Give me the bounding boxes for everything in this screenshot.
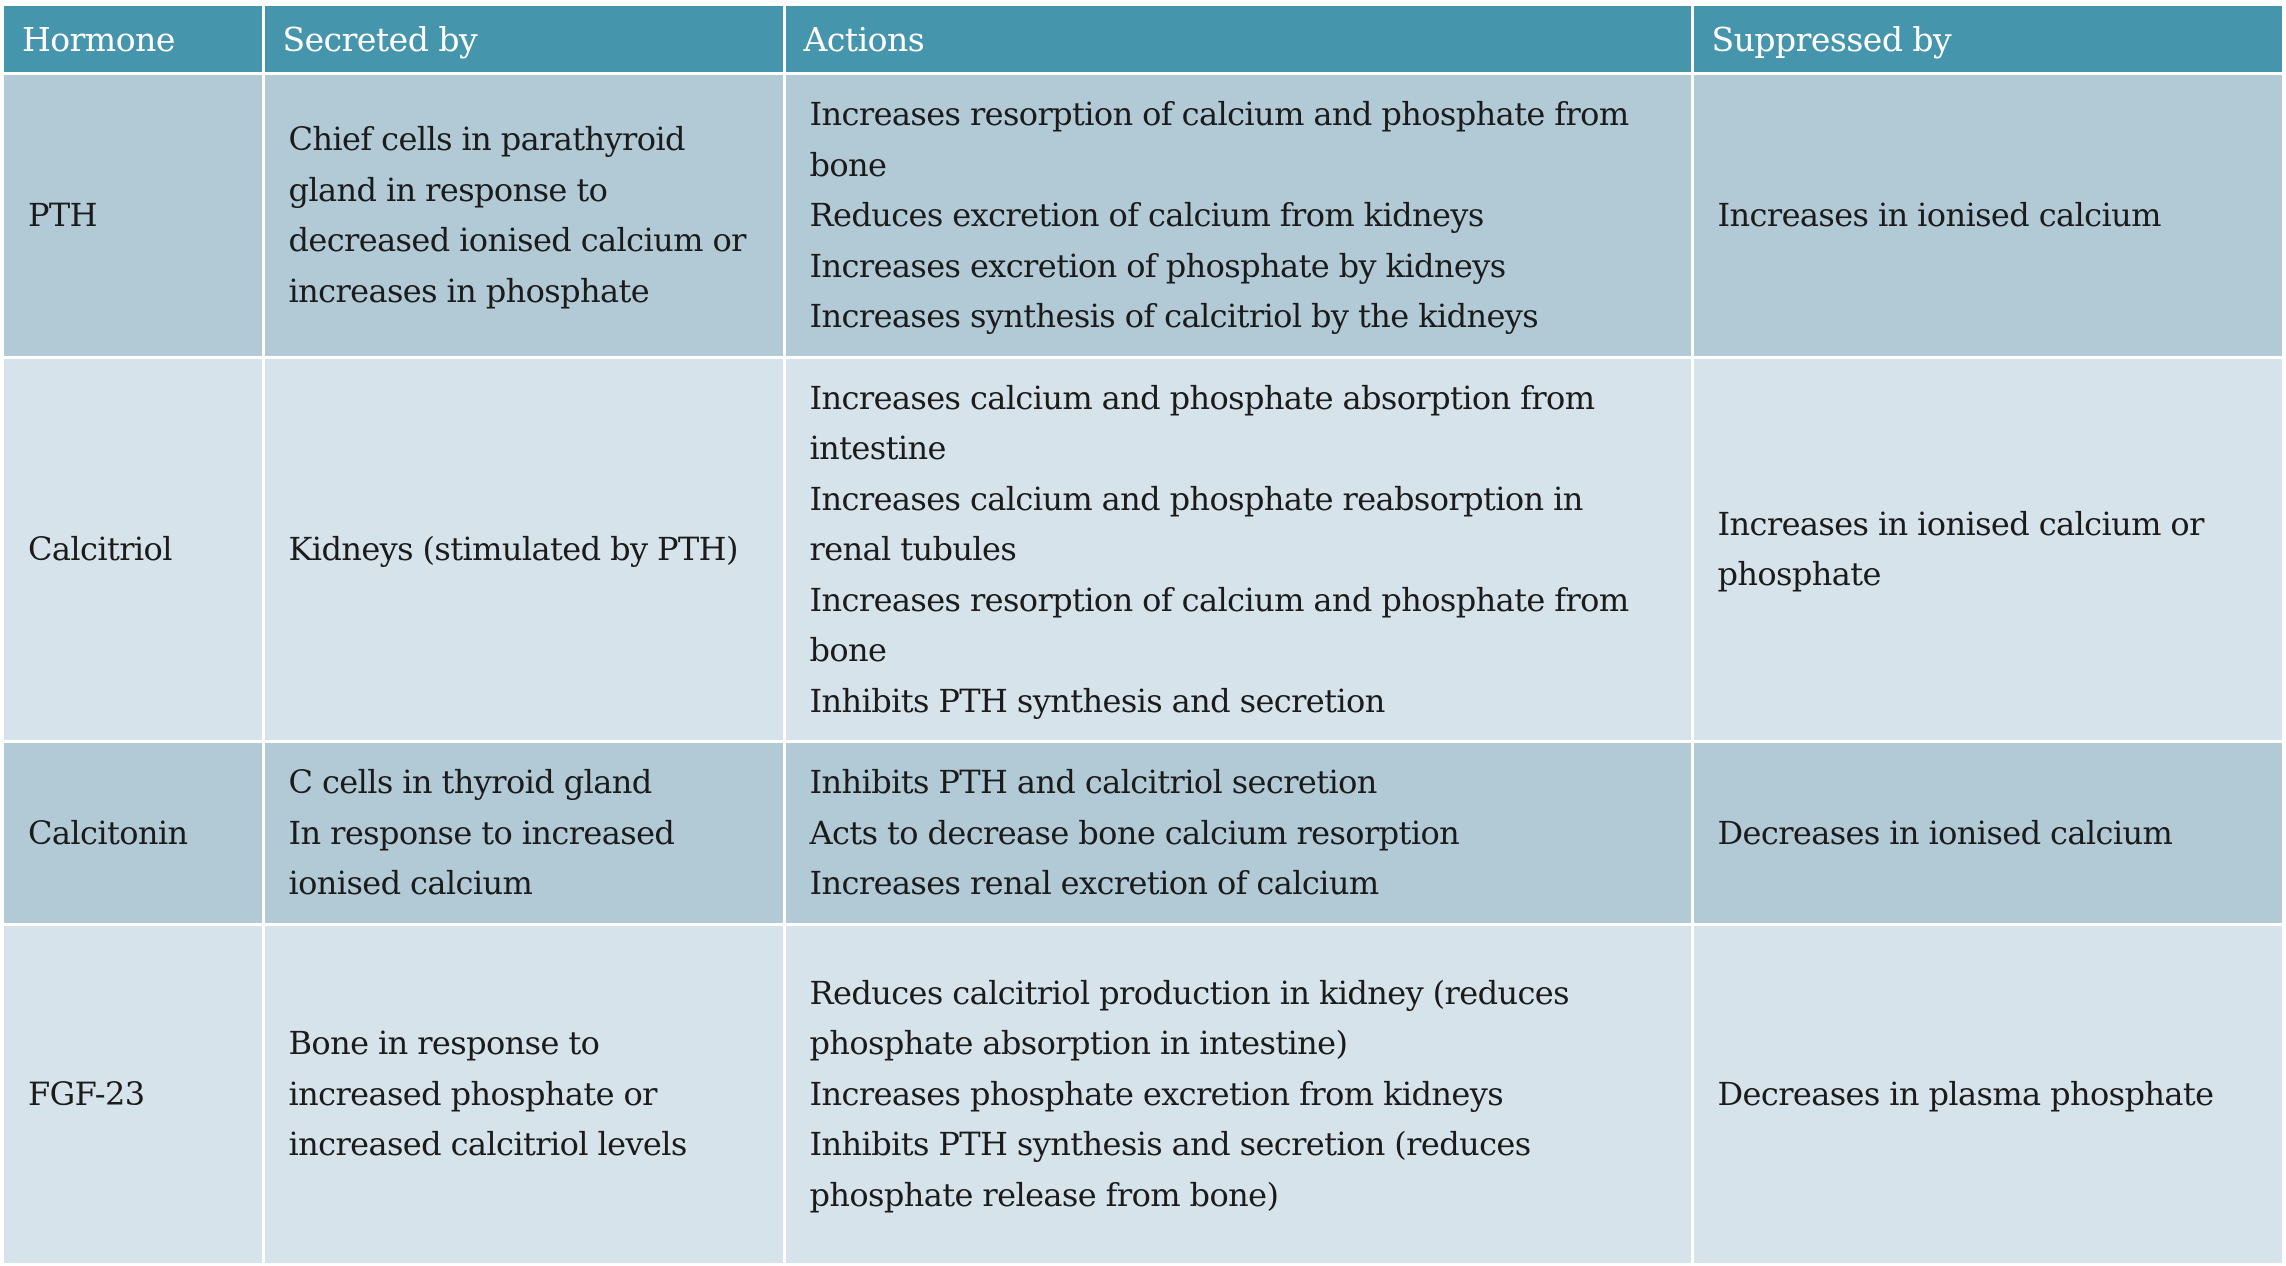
action-line: Increases calcium and phosphate absorpti… xyxy=(809,378,1596,468)
hormone-cell: PTH xyxy=(4,73,265,359)
action-line: Inhibits PTH synthesis and secretion (re… xyxy=(809,1125,1532,1214)
suppressed-by-cell: Increases in ionised calcium xyxy=(1692,73,2282,359)
hormone-table: Hormone Secreted by Actions Suppressed b… xyxy=(4,6,2282,1266)
hormone-cell: Calcitriol xyxy=(4,357,265,743)
secreted-by-line: Bone in response to increased phosphate … xyxy=(288,1024,688,1164)
actions-cell: Reduces calcitriol production in kidney … xyxy=(784,924,1694,1266)
action-line: Increases calcium and phosphate reabsorp… xyxy=(809,479,1584,569)
actions-cell: Inhibits PTH and calcitriol secretion Ac… xyxy=(784,741,1694,926)
action-line: Increases phosphate excretion from kidne… xyxy=(809,1074,1504,1113)
action-line: Inhibits PTH synthesis and secretion xyxy=(809,681,1386,720)
secreted-by-cell: Chief cells in parathyroid gland in resp… xyxy=(263,73,786,359)
hormone-table-container: Hormone Secreted by Actions Suppressed b… xyxy=(4,6,2282,1266)
actions-cell: Increases calcium and phosphate absorpti… xyxy=(784,357,1694,743)
table-row: Calcitonin C cells in thyroid gland In r… xyxy=(4,741,2282,926)
action-line: Acts to decrease bone calcium resorption xyxy=(809,813,1460,852)
header-suppressed-by: Suppressed by xyxy=(1692,6,2282,75)
action-line: Reduces calcitriol production in kidney … xyxy=(809,973,1570,1063)
action-line: Increases resorption of calcium and phos… xyxy=(809,580,1630,670)
header-hormone: Hormone xyxy=(4,6,265,75)
secreted-by-cell: C cells in thyroid gland In response to … xyxy=(263,741,786,926)
table-header-row: Hormone Secreted by Actions Suppressed b… xyxy=(4,6,2282,75)
hormone-cell: Calcitonin xyxy=(4,741,265,926)
table-row: PTH Chief cells in parathyroid gland in … xyxy=(4,73,2282,359)
header-secreted-by: Secreted by xyxy=(263,6,786,75)
action-line: Increases synthesis of calcitriol by the… xyxy=(809,297,1539,335)
suppressed-by-cell: Increases in ionised calcium or phosphat… xyxy=(1692,357,2282,743)
suppressed-by-cell: Decreases in ionised calcium xyxy=(1692,741,2282,926)
table-row: FGF-23 Bone in response to increased pho… xyxy=(4,924,2282,1266)
secreted-by-line: In response to increased ionised calcium xyxy=(288,813,675,903)
secreted-by-line: Chief cells in parathyroid gland in resp… xyxy=(288,120,747,310)
secreted-by-cell: Bone in response to increased phosphate … xyxy=(263,924,786,1266)
secreted-by-cell: Kidneys (stimulated by PTH) xyxy=(263,357,786,743)
action-line: Inhibits PTH and calcitriol secretion xyxy=(809,763,1378,801)
secreted-by-line: Kidneys (stimulated by PTH) xyxy=(288,530,739,568)
table-row: Calcitriol Kidneys (stimulated by PTH) I… xyxy=(4,357,2282,743)
action-line: Increases excretion of phosphate by kidn… xyxy=(809,246,1507,285)
secreted-by-line: C cells in thyroid gland xyxy=(288,763,653,801)
action-line: Increases renal excretion of calcium xyxy=(809,864,1380,902)
hormone-cell: FGF-23 xyxy=(4,924,265,1266)
header-actions: Actions xyxy=(784,6,1694,75)
action-line: Reduces excretion of calcium from kidney… xyxy=(809,196,1485,234)
suppressed-by-cell: Decreases in plasma phosphate xyxy=(1692,924,2282,1266)
action-line: Increases resorption of calcium and phos… xyxy=(809,95,1630,184)
actions-cell: Increases resorption of calcium and phos… xyxy=(784,73,1694,359)
